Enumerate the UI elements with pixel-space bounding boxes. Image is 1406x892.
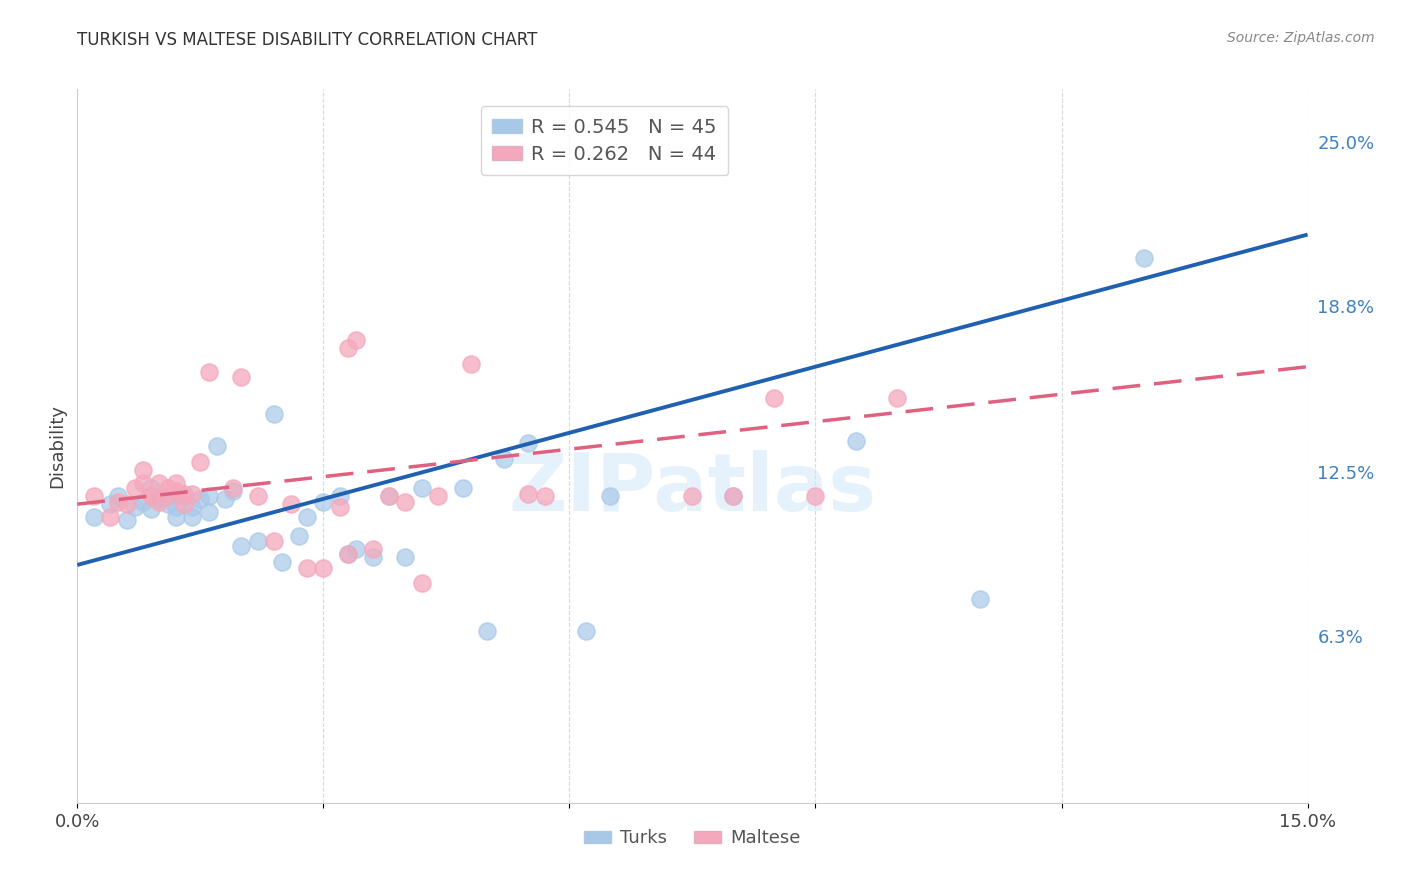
Point — [173, 486, 195, 500]
Point — [845, 434, 868, 448]
Point — [222, 481, 245, 495]
Point — [271, 555, 294, 569]
Point — [165, 483, 187, 498]
Point — [329, 500, 352, 514]
Point — [181, 500, 204, 514]
Point — [141, 502, 163, 516]
Point — [156, 497, 179, 511]
Point — [263, 407, 285, 421]
Point — [263, 534, 285, 549]
Point — [148, 475, 170, 490]
Point — [378, 489, 401, 503]
Point — [534, 489, 557, 503]
Point — [124, 500, 146, 514]
Point — [575, 624, 598, 638]
Point — [181, 486, 204, 500]
Point — [763, 392, 786, 406]
Point — [344, 333, 367, 347]
Point — [141, 489, 163, 503]
Point — [246, 489, 269, 503]
Point — [132, 475, 155, 490]
Point — [214, 491, 236, 506]
Y-axis label: Disability: Disability — [48, 404, 66, 488]
Point — [312, 560, 335, 574]
Point — [969, 592, 991, 607]
Point — [344, 542, 367, 557]
Point — [246, 534, 269, 549]
Point — [492, 452, 515, 467]
Point — [231, 540, 253, 554]
Point — [599, 489, 621, 503]
Point — [188, 455, 212, 469]
Point — [361, 542, 384, 557]
Point — [115, 497, 138, 511]
Point — [107, 489, 129, 503]
Text: ZIPatlas: ZIPatlas — [509, 450, 876, 528]
Point — [723, 489, 745, 503]
Point — [329, 489, 352, 503]
Point — [337, 341, 360, 355]
Point — [132, 463, 155, 477]
Point — [124, 481, 146, 495]
Point — [83, 510, 105, 524]
Point — [141, 481, 163, 495]
Text: TURKISH VS MALTESE DISABILITY CORRELATION CHART: TURKISH VS MALTESE DISABILITY CORRELATIO… — [77, 31, 537, 49]
Legend: Turks, Maltese: Turks, Maltese — [576, 822, 808, 855]
Point — [197, 489, 219, 503]
Point — [682, 489, 704, 503]
Point — [394, 549, 416, 564]
Point — [1132, 252, 1154, 266]
Point — [115, 513, 138, 527]
Point — [477, 624, 499, 638]
Point — [295, 560, 318, 574]
Point — [98, 497, 121, 511]
Point — [288, 529, 311, 543]
Point — [411, 576, 433, 591]
Point — [83, 489, 105, 503]
Point — [156, 489, 179, 503]
Point — [141, 489, 163, 503]
Point — [804, 489, 827, 503]
Point — [173, 497, 195, 511]
Point — [231, 370, 253, 384]
Point — [98, 510, 121, 524]
Point — [378, 489, 401, 503]
Point — [411, 481, 433, 495]
Point — [197, 365, 219, 379]
Point — [165, 510, 187, 524]
Point — [280, 497, 302, 511]
Point — [337, 547, 360, 561]
Point — [197, 505, 219, 519]
Point — [222, 483, 245, 498]
Point — [188, 491, 212, 506]
Point — [295, 510, 318, 524]
Point — [723, 489, 745, 503]
Point — [148, 491, 170, 506]
Point — [361, 549, 384, 564]
Point — [107, 494, 129, 508]
Point — [165, 500, 187, 514]
Point — [148, 494, 170, 508]
Point — [173, 489, 195, 503]
Point — [427, 489, 450, 503]
Point — [165, 475, 187, 490]
Point — [337, 547, 360, 561]
Point — [886, 392, 908, 406]
Point — [312, 494, 335, 508]
Point — [205, 439, 228, 453]
Point — [156, 481, 179, 495]
Text: Source: ZipAtlas.com: Source: ZipAtlas.com — [1227, 31, 1375, 45]
Point — [460, 357, 482, 371]
Point — [394, 494, 416, 508]
Point — [517, 436, 540, 450]
Point — [451, 481, 474, 495]
Point — [517, 486, 540, 500]
Point — [181, 510, 204, 524]
Point — [132, 494, 155, 508]
